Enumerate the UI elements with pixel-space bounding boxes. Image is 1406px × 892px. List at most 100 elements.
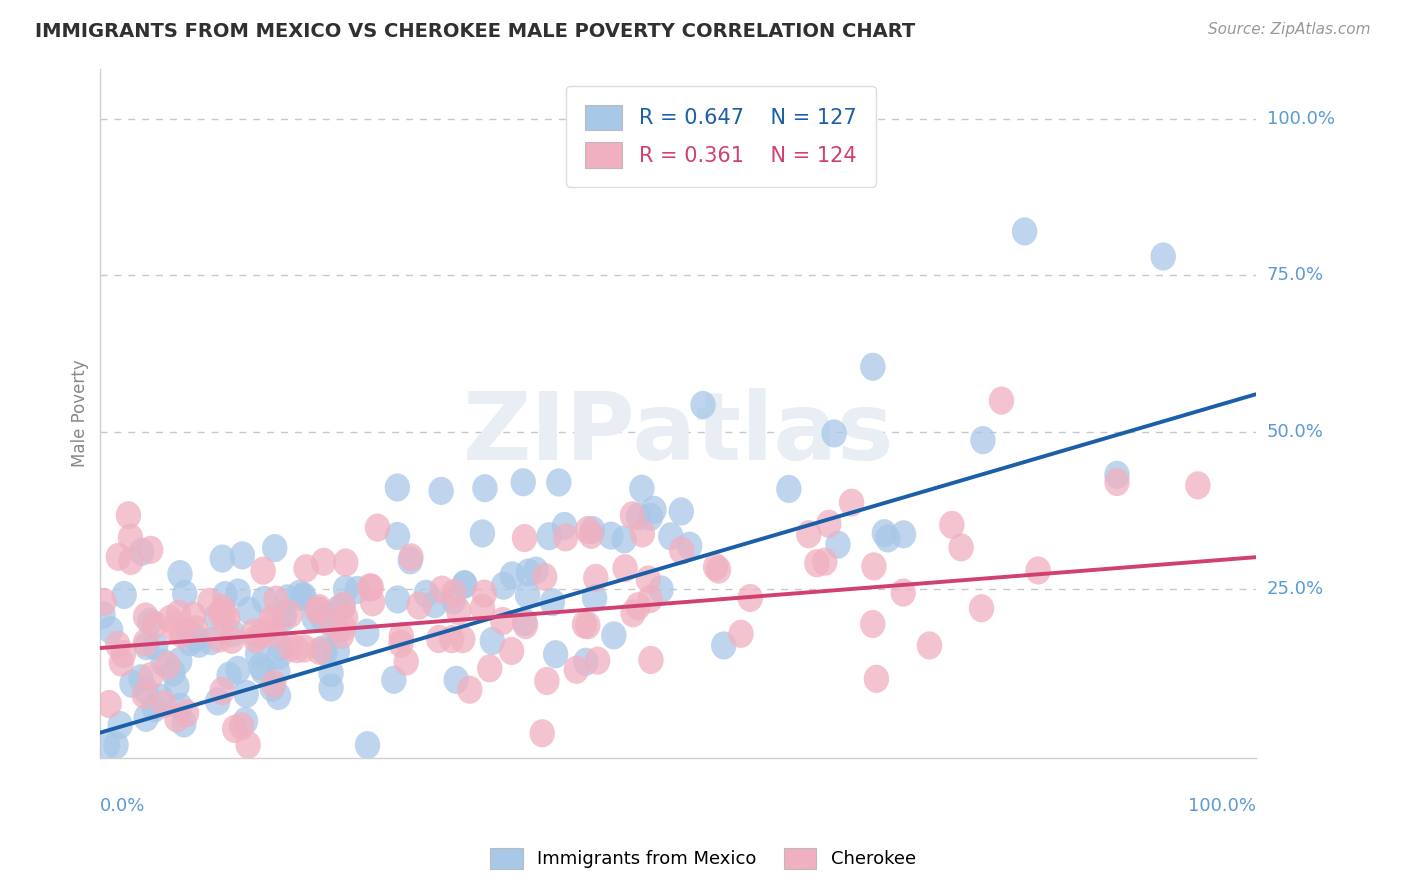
Ellipse shape	[111, 581, 136, 609]
Ellipse shape	[301, 604, 328, 632]
Text: 25.0%: 25.0%	[1267, 580, 1324, 598]
Ellipse shape	[107, 711, 134, 739]
Ellipse shape	[134, 632, 159, 660]
Ellipse shape	[970, 426, 995, 454]
Text: 75.0%: 75.0%	[1267, 267, 1324, 285]
Ellipse shape	[291, 583, 316, 612]
Ellipse shape	[364, 514, 391, 541]
Ellipse shape	[630, 519, 655, 548]
Ellipse shape	[330, 614, 357, 641]
Ellipse shape	[209, 544, 235, 573]
Ellipse shape	[177, 628, 202, 657]
Ellipse shape	[515, 581, 540, 609]
Ellipse shape	[307, 597, 332, 624]
Ellipse shape	[118, 547, 143, 575]
Ellipse shape	[628, 475, 655, 503]
Ellipse shape	[312, 638, 337, 665]
Ellipse shape	[294, 554, 319, 582]
Ellipse shape	[471, 580, 498, 607]
Ellipse shape	[311, 548, 336, 576]
Ellipse shape	[205, 688, 231, 715]
Ellipse shape	[574, 648, 599, 676]
Ellipse shape	[162, 614, 187, 641]
Ellipse shape	[143, 632, 169, 660]
Ellipse shape	[326, 595, 352, 624]
Ellipse shape	[278, 633, 304, 662]
Ellipse shape	[108, 648, 134, 677]
Ellipse shape	[236, 597, 262, 624]
Ellipse shape	[165, 705, 190, 732]
Ellipse shape	[166, 599, 191, 628]
Ellipse shape	[148, 683, 173, 712]
Ellipse shape	[111, 640, 136, 668]
Ellipse shape	[233, 680, 259, 708]
Text: 100.0%: 100.0%	[1188, 797, 1256, 814]
Ellipse shape	[949, 533, 974, 561]
Ellipse shape	[219, 625, 245, 654]
Ellipse shape	[546, 468, 571, 497]
Ellipse shape	[304, 596, 330, 624]
Ellipse shape	[575, 516, 600, 544]
Ellipse shape	[429, 477, 454, 505]
Ellipse shape	[582, 584, 607, 612]
Ellipse shape	[821, 419, 846, 448]
Ellipse shape	[229, 541, 254, 569]
Ellipse shape	[703, 553, 728, 581]
Ellipse shape	[291, 582, 316, 610]
Ellipse shape	[267, 632, 294, 661]
Ellipse shape	[613, 554, 638, 582]
Ellipse shape	[90, 600, 115, 629]
Ellipse shape	[441, 579, 467, 607]
Ellipse shape	[209, 594, 236, 622]
Ellipse shape	[267, 641, 292, 670]
Ellipse shape	[97, 690, 122, 718]
Ellipse shape	[138, 536, 163, 564]
Ellipse shape	[229, 712, 254, 740]
Ellipse shape	[266, 681, 291, 710]
Ellipse shape	[796, 520, 821, 549]
Ellipse shape	[183, 615, 208, 643]
Ellipse shape	[98, 616, 124, 644]
Ellipse shape	[439, 625, 464, 653]
Ellipse shape	[181, 601, 207, 630]
Ellipse shape	[217, 662, 242, 690]
Ellipse shape	[243, 625, 269, 653]
Ellipse shape	[413, 580, 439, 607]
Ellipse shape	[209, 677, 235, 705]
Ellipse shape	[150, 648, 176, 677]
Ellipse shape	[398, 546, 423, 574]
Ellipse shape	[637, 585, 662, 613]
Ellipse shape	[284, 635, 309, 664]
Ellipse shape	[197, 588, 222, 616]
Ellipse shape	[325, 615, 350, 644]
Ellipse shape	[872, 519, 897, 548]
Ellipse shape	[969, 594, 994, 623]
Ellipse shape	[259, 606, 284, 633]
Ellipse shape	[309, 605, 336, 633]
Ellipse shape	[728, 620, 754, 648]
Ellipse shape	[860, 610, 886, 638]
Ellipse shape	[776, 475, 801, 503]
Ellipse shape	[711, 632, 737, 659]
Ellipse shape	[204, 603, 229, 631]
Ellipse shape	[91, 588, 117, 616]
Ellipse shape	[167, 693, 193, 721]
Ellipse shape	[105, 631, 131, 659]
Ellipse shape	[252, 586, 277, 614]
Ellipse shape	[499, 561, 524, 590]
Ellipse shape	[804, 549, 830, 577]
Ellipse shape	[491, 572, 516, 599]
Ellipse shape	[472, 474, 498, 502]
Ellipse shape	[263, 585, 288, 614]
Ellipse shape	[450, 625, 475, 653]
Ellipse shape	[318, 659, 343, 687]
Ellipse shape	[578, 521, 605, 549]
Ellipse shape	[564, 656, 589, 684]
Ellipse shape	[240, 618, 266, 647]
Ellipse shape	[446, 597, 471, 625]
Ellipse shape	[543, 640, 568, 668]
Ellipse shape	[551, 512, 576, 540]
Ellipse shape	[169, 620, 194, 648]
Ellipse shape	[863, 665, 889, 693]
Ellipse shape	[330, 593, 356, 621]
